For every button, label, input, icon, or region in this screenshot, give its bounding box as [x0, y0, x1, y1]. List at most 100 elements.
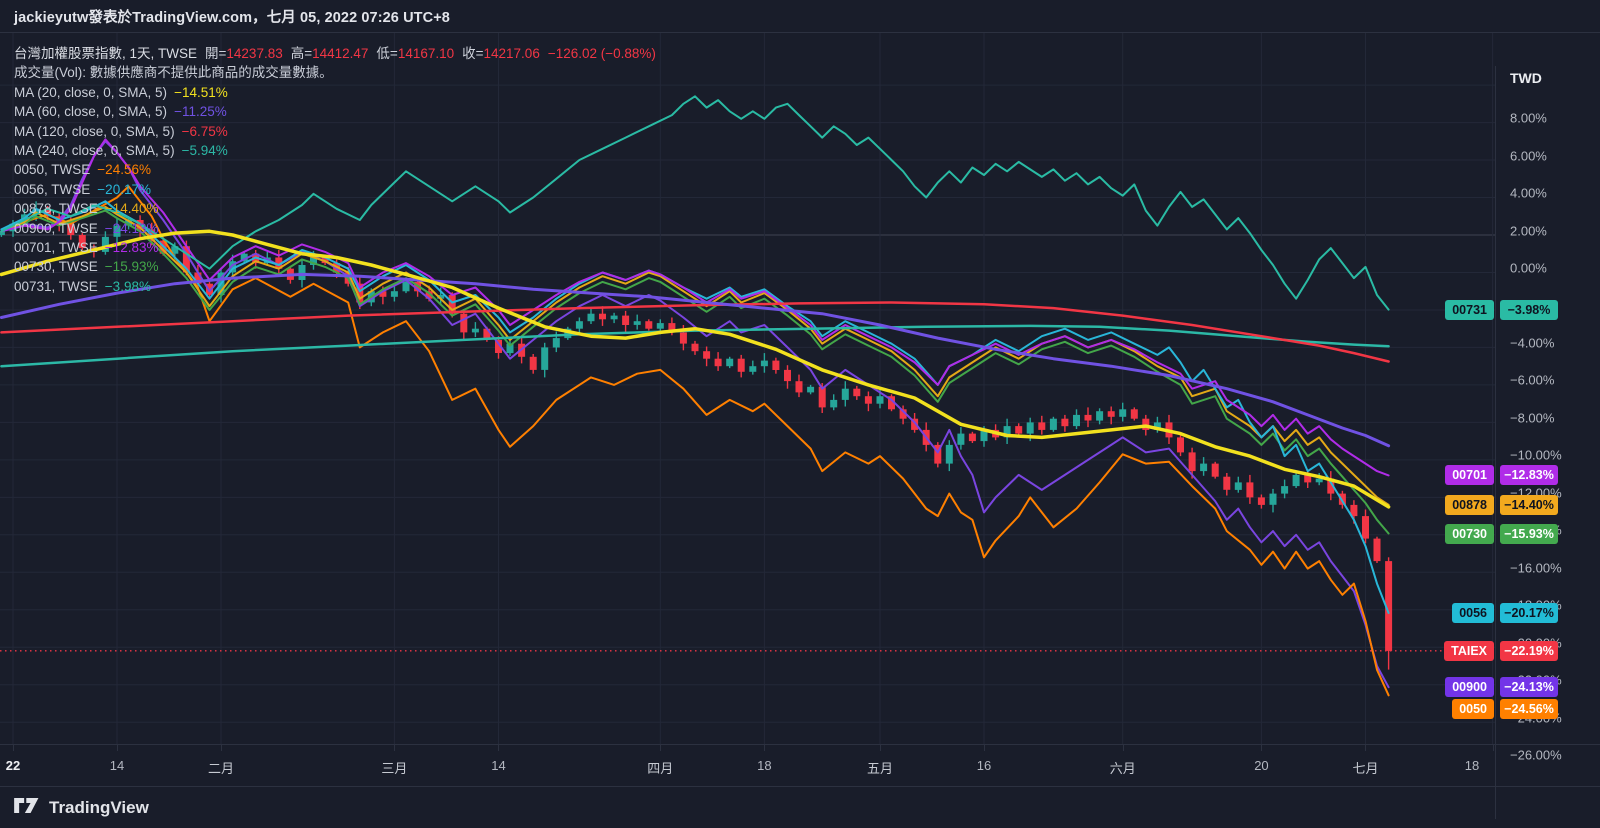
legend-symbol-row[interactable]: 00701, TWSE −12.83%	[14, 238, 656, 257]
y-axis-label: −8.00%	[1510, 410, 1555, 426]
x-axis-label: 七月	[1352, 761, 1379, 776]
legend-row-value: −6.75%	[181, 123, 228, 139]
x-axis-label: 18	[757, 758, 772, 773]
chart-pane[interactable]: 台灣加權股票指數, 1天, TWSE 開=14237.83 高=14412.47 低=…	[0, 33, 1600, 819]
price-badge-value-00701: −12.83%	[1500, 465, 1558, 486]
price-badge-value-00731: −3.98%	[1500, 299, 1558, 320]
legend-row-label: 00730, TWSE	[14, 259, 98, 275]
time-axis-tick	[12, 745, 14, 751]
legend-indicator-row[interactable]: MA (240, close, 0, SMA, 5) −5.94%	[14, 141, 656, 160]
legend-indicator-row[interactable]: MA (120, close, 0, SMA, 5) −6.75%	[14, 122, 656, 141]
legend-symbol-row[interactable]: 0050, TWSE −24.56%	[14, 160, 656, 179]
time-axis-tick	[764, 745, 766, 751]
y-axis-label: 8.00%	[1510, 110, 1547, 126]
legend-indicator-row[interactable]: MA (60, close, 0, SMA, 5) −11.25%	[14, 102, 656, 121]
series-line-MA20	[0, 229, 1391, 509]
x-axis-label: 三月	[381, 761, 408, 776]
legend-row-value: −11.25%	[174, 104, 227, 120]
price-chart-canvas[interactable]	[0, 33, 1600, 744]
series-line-0056	[0, 200, 1390, 614]
legend-symbol-row[interactable]: 00878, TWSE −14.40%	[14, 199, 656, 218]
price-badge-value-0056: −20.17%	[1500, 602, 1558, 623]
price-badge-symbol-TAIEX: TAIEX	[1444, 640, 1494, 661]
x-axis-label: 五月	[866, 761, 893, 776]
legend-symbol-row[interactable]: 0056, TWSE −20.17%	[14, 180, 656, 199]
legend-volume-row[interactable]: 成交量(Vol): 數據供應商不提供此商品的成交量數據。	[14, 63, 656, 82]
x-axis-label: 20	[1254, 758, 1269, 773]
legend-symbol-row[interactable]: 00731, TWSE −3.98%	[14, 277, 656, 296]
time-axis-tick	[221, 745, 223, 751]
legend-row-label: 00900, TWSE	[14, 220, 98, 236]
ohlc-value: 14167.10	[397, 46, 455, 61]
price-badge-value-TAIEX: −22.19%	[1500, 640, 1558, 661]
time-axis-tick	[984, 745, 985, 751]
legend-row-value: −3.98%	[104, 278, 151, 294]
time-axis-tick	[879, 745, 881, 751]
legend-row-label: MA (20, close, 0, SMA, 5)	[14, 84, 168, 100]
series-line-00701	[0, 138, 1390, 477]
legend-symbol-row[interactable]: 00730, TWSE −15.93%	[14, 257, 656, 276]
time-axis-tick	[1365, 745, 1367, 751]
legend-row-value: −14.51%	[174, 84, 228, 100]
x-axis-label: 18	[1464, 758, 1480, 773]
ohlc-label: 收=	[462, 46, 484, 61]
x-axis-label: 14	[109, 758, 125, 773]
chart-byline[interactable]: jackieyutw發表於TradingView.com，七月 05, 2022…	[14, 9, 450, 26]
x-axis-label: 四月	[647, 761, 674, 776]
tradingview-logo-icon[interactable]	[14, 797, 40, 818]
symbol-title: 台灣加權股票指數, 1天, TWSE	[14, 46, 198, 61]
price-badge-value-00878: −14.40%	[1500, 494, 1558, 515]
ohlc-values: 開=14237.83 高=14412.47 低=14167.10 收=14217.06	[197, 46, 540, 61]
price-axis-currency: TWD	[1510, 70, 1542, 86]
y-axis-label: 6.00%	[1510, 148, 1547, 164]
x-axis-label: 14	[491, 758, 506, 773]
legend-row-value: −24.56%	[97, 162, 151, 178]
price-badge-symbol-00701: 00701	[1445, 465, 1494, 486]
legend-row-label: MA (60, close, 0, SMA, 5)	[14, 104, 168, 120]
price-badge-symbol-00730: 00730	[1445, 523, 1494, 544]
legend-row-label: 0056, TWSE	[14, 181, 91, 197]
legend-indicator-row[interactable]: MA (20, close, 0, SMA, 5) −14.51%	[14, 83, 656, 102]
legend-row-value: −24.13%	[104, 220, 159, 236]
legend-row-label: MA (240, close, 0, SMA, 5)	[14, 142, 175, 158]
y-axis-label: −4.00%	[1510, 335, 1555, 351]
time-axis-tick	[394, 745, 396, 751]
grid-layer	[0, 33, 1495, 744]
price-badge-symbol-00900: 00900	[1445, 677, 1494, 698]
price-badge-value-00730: −15.93%	[1500, 523, 1558, 544]
y-axis-label: 2.00%	[1510, 223, 1547, 239]
time-axis-tick	[117, 745, 118, 751]
time-axis-tick	[1492, 745, 1494, 751]
ohlc-label: 開=	[205, 46, 227, 61]
price-badge-symbol-0050: 0050	[1452, 699, 1494, 720]
legend-row-value: −15.93%	[104, 259, 159, 275]
ohlc-value: 14217.06	[483, 46, 540, 61]
legend-row-label: 0050, TWSE	[14, 162, 91, 178]
price-badge-symbol-0056: 0056	[1452, 602, 1494, 623]
change-value: −126.02 (−0.88%)	[547, 46, 656, 61]
price-badge-value-00900: −24.13%	[1500, 677, 1558, 698]
y-axis-label: −16.00%	[1510, 560, 1562, 576]
series-line-00878	[0, 205, 1390, 506]
header-bar: jackieyutw發表於TradingView.com，七月 05, 2022…	[0, 0, 1600, 33]
x-axis-label: 16	[976, 758, 992, 773]
legend-row-label: MA (120, close, 0, SMA, 5)	[14, 123, 175, 139]
x-axis-label: 六月	[1109, 761, 1136, 776]
ohlc-value: 14237.83	[226, 46, 283, 61]
ohlc-label: 低=	[376, 46, 398, 61]
time-axis-tick	[1122, 745, 1124, 751]
y-axis-label: −10.00%	[1510, 447, 1562, 463]
series-line-MA120	[0, 301, 1390, 363]
series-line-MA60	[0, 272, 1391, 448]
tradingview-brand[interactable]: TradingView	[49, 797, 149, 817]
legend-row-label: 00701, TWSE	[14, 239, 98, 255]
series-line-0050	[0, 185, 1390, 697]
legend-row-value: −12.83%	[104, 239, 159, 255]
price-badge-symbol-00878: 00878	[1445, 494, 1494, 515]
legend-main-row[interactable]: 台灣加權股票指數, 1天, TWSE 開=14237.83 高=14412.47 低=…	[14, 44, 656, 63]
y-axis-label: 4.00%	[1510, 185, 1547, 201]
time-axis[interactable]: 22 14 二月 三月 14 四月 18 五月 16 六月 20 七月 18	[0, 744, 1600, 786]
volume-note: 成交量(Vol): 數據供應商不提供此商品的成交量數據。	[14, 65, 333, 81]
legend-symbol-row[interactable]: 00900, TWSE −24.13%	[14, 219, 656, 238]
